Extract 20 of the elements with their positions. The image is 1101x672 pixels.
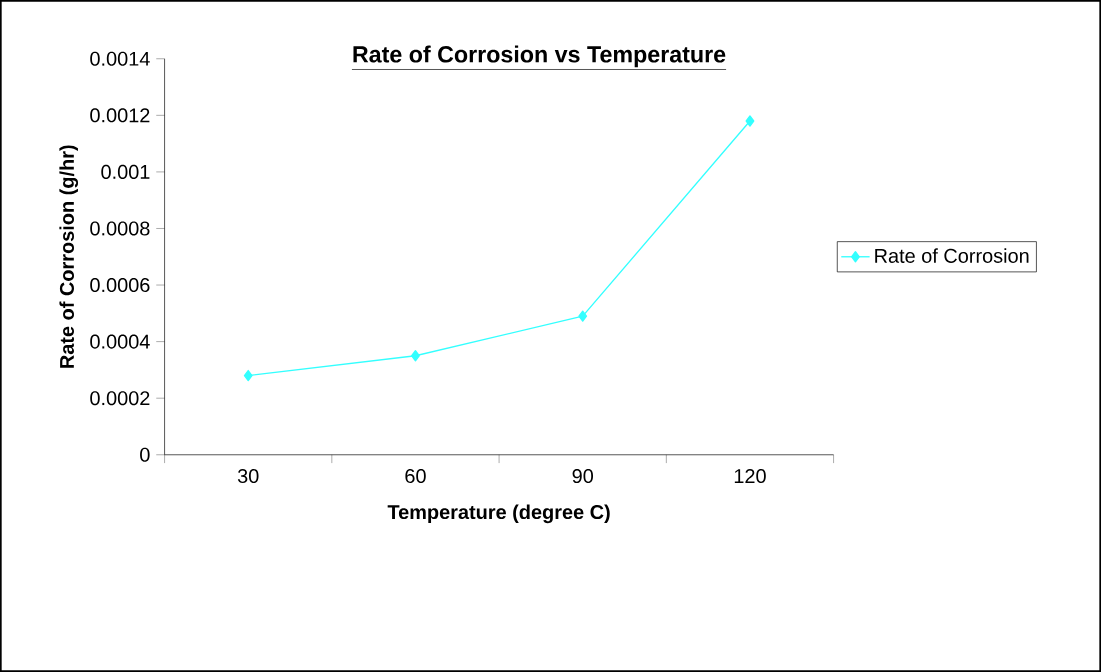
point	[745, 115, 755, 127]
y-tick-label: 0.001	[101, 164, 150, 179]
chart-title: Rate of Corrosion vs Temperature	[353, 45, 726, 68]
point	[411, 350, 420, 362]
x-axis-title: Temperature (degree C)	[387, 504, 610, 524]
y-tick-label: 0.0004	[90, 334, 150, 349]
y-tick-label: 0	[140, 447, 150, 462]
y-tick-label: 0.0014	[90, 51, 150, 66]
x-tick-label: 90	[572, 468, 594, 484]
y-tick-label: 0.0002	[90, 391, 150, 406]
y-tick-label: 0.0012	[90, 108, 150, 123]
x-tick-label: 30	[237, 468, 259, 484]
point	[243, 369, 253, 382]
point	[578, 310, 588, 322]
y-tick-label: 0.0008	[90, 221, 150, 236]
legend-label: Rate of Corrosion	[875, 248, 1029, 263]
x-tick-label: 120	[734, 468, 766, 484]
y-axis-title: Rate of Corrosion (g/hr)	[59, 145, 79, 368]
x-tick-label: 60	[405, 468, 426, 484]
y-tick-label: 0.0006	[90, 278, 150, 293]
